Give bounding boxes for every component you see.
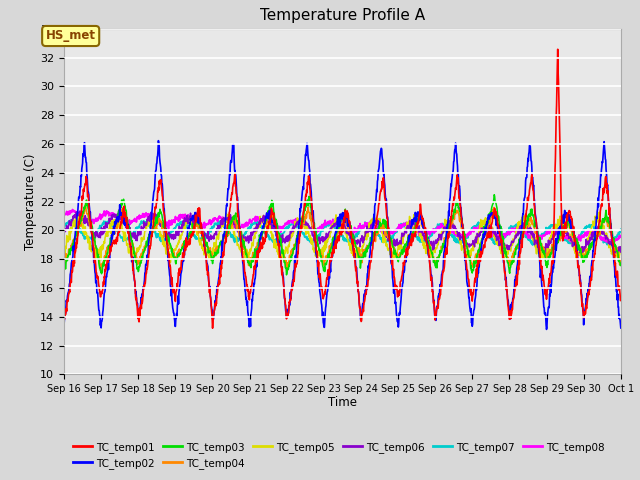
- TC_temp07: [552, 225, 559, 230]
- TC_temp01: [429, 295, 437, 300]
- TC_temp03: [429, 255, 437, 261]
- TC_temp01: [551, 167, 559, 173]
- TC_temp02: [617, 325, 625, 331]
- TC_temp03: [502, 254, 510, 260]
- TC_temp07: [617, 227, 625, 232]
- TC_temp05: [166, 260, 174, 265]
- TC_temp04: [185, 232, 193, 238]
- TC_temp01: [246, 290, 254, 296]
- TC_temp08: [429, 228, 437, 233]
- TC_temp01: [170, 291, 178, 297]
- TC_temp01: [209, 325, 216, 331]
- TC_temp07: [502, 232, 509, 238]
- TC_temp04: [98, 269, 106, 275]
- TC_temp04: [60, 262, 68, 267]
- Line: TC_temp04: TC_temp04: [64, 205, 621, 272]
- TC_temp04: [81, 203, 89, 208]
- TC_temp06: [617, 248, 625, 254]
- TC_temp07: [67, 217, 74, 223]
- TC_temp02: [171, 318, 179, 324]
- TC_temp02: [429, 291, 437, 297]
- Title: Temperature Profile A: Temperature Profile A: [260, 9, 425, 24]
- TC_temp02: [155, 138, 163, 144]
- TC_temp05: [617, 244, 625, 250]
- TC_temp03: [617, 261, 625, 267]
- TC_temp02: [543, 326, 550, 332]
- Line: TC_temp02: TC_temp02: [64, 141, 621, 329]
- TC_temp06: [541, 250, 549, 256]
- TC_temp01: [617, 298, 625, 303]
- Y-axis label: Temperature (C): Temperature (C): [24, 153, 37, 250]
- TC_temp05: [502, 251, 509, 256]
- TC_temp05: [429, 243, 437, 249]
- TC_temp02: [552, 247, 559, 253]
- TC_temp08: [246, 218, 254, 224]
- TC_temp04: [172, 254, 179, 260]
- TC_temp04: [502, 252, 510, 258]
- TC_temp03: [60, 259, 68, 264]
- TC_temp03: [283, 272, 291, 278]
- TC_temp05: [60, 245, 68, 251]
- TC_temp04: [429, 253, 437, 259]
- TC_temp05: [551, 222, 559, 228]
- TC_temp07: [184, 227, 192, 232]
- TC_temp08: [551, 228, 559, 234]
- TC_temp05: [595, 209, 603, 215]
- TC_temp04: [617, 261, 625, 267]
- TC_temp06: [552, 232, 559, 238]
- TC_temp01: [60, 312, 68, 318]
- TC_temp08: [617, 233, 625, 239]
- Line: TC_temp03: TC_temp03: [64, 195, 621, 275]
- TC_temp03: [490, 192, 498, 198]
- TC_temp01: [502, 277, 509, 283]
- Line: TC_temp07: TC_temp07: [64, 220, 621, 245]
- TC_temp04: [247, 255, 255, 261]
- TC_temp06: [60, 229, 68, 235]
- TC_temp08: [502, 231, 509, 237]
- X-axis label: Time: Time: [328, 396, 357, 408]
- Line: TC_temp06: TC_temp06: [64, 210, 621, 253]
- TC_temp08: [184, 212, 192, 217]
- TC_temp03: [170, 256, 178, 262]
- TC_temp03: [552, 242, 559, 248]
- Line: TC_temp05: TC_temp05: [64, 212, 621, 263]
- TC_temp02: [502, 275, 509, 280]
- Line: TC_temp08: TC_temp08: [64, 210, 621, 244]
- TC_temp07: [246, 223, 254, 229]
- TC_temp06: [502, 245, 509, 251]
- TC_temp01: [184, 239, 191, 244]
- TC_temp03: [184, 237, 191, 242]
- TC_temp06: [184, 216, 192, 222]
- TC_temp06: [115, 207, 123, 213]
- TC_temp05: [171, 246, 179, 252]
- TC_temp07: [429, 229, 437, 235]
- TC_temp02: [60, 322, 68, 328]
- TC_temp02: [184, 226, 192, 231]
- TC_temp05: [246, 248, 254, 254]
- TC_temp08: [610, 241, 618, 247]
- Text: HS_met: HS_met: [45, 29, 96, 43]
- TC_temp07: [529, 242, 536, 248]
- TC_temp06: [246, 235, 254, 240]
- TC_temp06: [171, 236, 179, 241]
- TC_temp03: [246, 263, 254, 269]
- TC_temp08: [68, 207, 76, 213]
- Legend: TC_temp01, TC_temp02, TC_temp03, TC_temp04, TC_temp05, TC_temp06, TC_temp07, TC_: TC_temp01, TC_temp02, TC_temp03, TC_temp…: [69, 437, 609, 473]
- TC_temp06: [429, 239, 437, 245]
- TC_temp01: [554, 47, 561, 52]
- TC_temp04: [552, 240, 559, 245]
- TC_temp07: [171, 227, 179, 232]
- TC_temp05: [184, 219, 192, 225]
- TC_temp02: [246, 324, 254, 329]
- TC_temp07: [60, 224, 68, 230]
- TC_temp08: [171, 219, 179, 225]
- Line: TC_temp01: TC_temp01: [64, 49, 621, 328]
- TC_temp08: [60, 212, 68, 217]
